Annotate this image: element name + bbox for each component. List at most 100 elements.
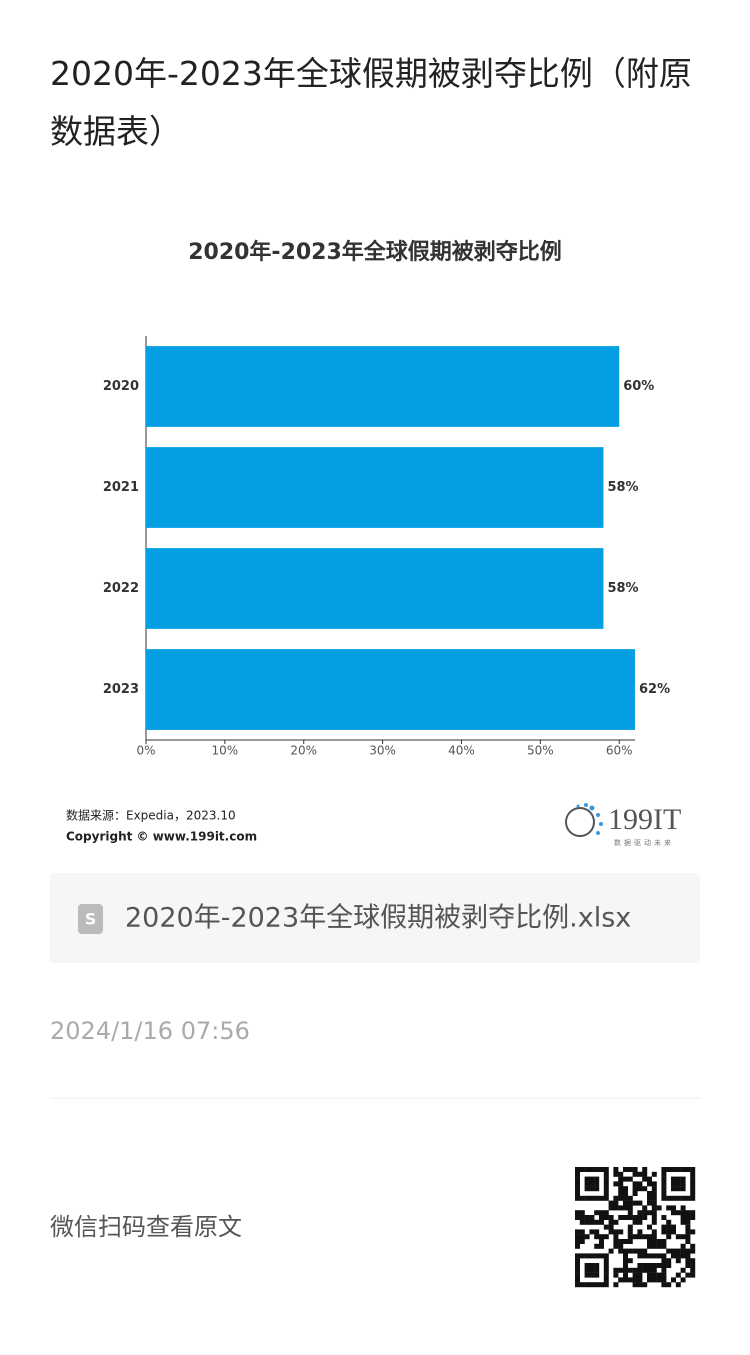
qr-module (637, 1234, 643, 1240)
qr-module (603, 1258, 609, 1264)
qr-module (575, 1282, 580, 1288)
qr-module (599, 1243, 604, 1249)
qr-module (637, 1171, 643, 1177)
qr-module (671, 1253, 676, 1259)
qr-module (575, 1176, 580, 1182)
qr-module (647, 1272, 652, 1278)
qr-module (575, 1239, 580, 1244)
value-label: 58% (607, 480, 638, 495)
qr-module (661, 1239, 667, 1244)
qr-module (680, 1210, 686, 1216)
qr-module (589, 1282, 595, 1288)
qr-module (618, 1215, 624, 1220)
qr-module (584, 1176, 590, 1182)
qr-module (651, 1171, 657, 1177)
qr-module (575, 1167, 580, 1172)
qr-module (579, 1234, 585, 1240)
qr-module (680, 1267, 686, 1273)
qr-module (589, 1215, 595, 1220)
qr-module (623, 1195, 628, 1201)
logo-tagline: 数据驱动未来 (614, 838, 674, 847)
qr-module (651, 1272, 657, 1278)
qr-module (671, 1248, 676, 1254)
bar (146, 548, 604, 629)
qr-module (632, 1186, 638, 1192)
qr-module (575, 1272, 580, 1278)
date: 2024/1/16 07:56 (50, 1017, 250, 1045)
qr-module (594, 1234, 600, 1240)
qr-module (666, 1167, 672, 1172)
qr-module (647, 1210, 652, 1216)
qr-module (637, 1267, 643, 1273)
qr-module (594, 1243, 600, 1249)
qr-module (632, 1215, 638, 1220)
qr-module (637, 1272, 643, 1278)
qr-module (680, 1176, 686, 1182)
x-tick-label: 60% (606, 744, 633, 758)
qr-module (618, 1176, 624, 1182)
qr-module (666, 1205, 672, 1211)
qr-module (632, 1171, 638, 1177)
qr-module (579, 1229, 585, 1235)
qr-module (642, 1267, 648, 1273)
qr-module (680, 1181, 686, 1187)
qr-module (584, 1195, 590, 1201)
y-tick-label: 2023 (103, 682, 139, 697)
qr-module (594, 1229, 600, 1235)
qr-module (661, 1258, 667, 1264)
qr-module (647, 1253, 652, 1259)
qr-module (618, 1248, 624, 1254)
qr-module (632, 1200, 638, 1206)
qr-module (685, 1215, 691, 1220)
qr-module (623, 1176, 628, 1182)
qr-module (618, 1191, 624, 1196)
qr-module (575, 1195, 580, 1201)
qr-module (575, 1171, 580, 1177)
qr-module (656, 1263, 662, 1268)
qr-module (584, 1234, 590, 1240)
qr-module (685, 1167, 691, 1172)
qr-module (599, 1234, 604, 1240)
qr-module (613, 1272, 619, 1278)
qr-module (575, 1234, 580, 1240)
qr-module (671, 1224, 676, 1230)
qr-module (579, 1253, 585, 1259)
qr-module (647, 1200, 652, 1206)
qr-module (647, 1191, 652, 1196)
qr-module (675, 1282, 681, 1288)
qr-module (661, 1282, 667, 1288)
qr-module (589, 1219, 595, 1225)
logo: 199IT (608, 803, 681, 836)
qr-module (651, 1267, 657, 1273)
qr-module (666, 1234, 672, 1240)
qr-module (632, 1277, 638, 1283)
qr-module (661, 1253, 667, 1259)
qr-module (613, 1234, 619, 1240)
qr-module (675, 1195, 681, 1201)
qr-module (661, 1195, 667, 1201)
qr-module (575, 1263, 580, 1268)
qr-module (685, 1210, 691, 1216)
qr-module (671, 1167, 676, 1172)
qr-module (666, 1195, 672, 1201)
qr-module (637, 1277, 643, 1283)
qr-module (651, 1234, 657, 1240)
qr-module (690, 1258, 696, 1264)
attachment-box[interactable] (50, 873, 700, 963)
qr-module (680, 1219, 686, 1225)
value-label: 60% (623, 379, 654, 394)
qr-module (594, 1263, 600, 1268)
qr-module (627, 1277, 633, 1283)
qr-module (613, 1200, 619, 1206)
value-label: 58% (607, 581, 638, 596)
qr-module (579, 1210, 585, 1216)
qr-module (651, 1253, 657, 1259)
qr-module (623, 1277, 628, 1283)
attachment-name[interactable]: 2020年-2023年全球假期被剥夺比例.xlsx (125, 903, 631, 934)
qr-module (608, 1200, 614, 1206)
qr-module (599, 1167, 604, 1172)
qr-module (608, 1219, 614, 1225)
qr-module (594, 1195, 600, 1201)
qr-module (623, 1263, 628, 1268)
